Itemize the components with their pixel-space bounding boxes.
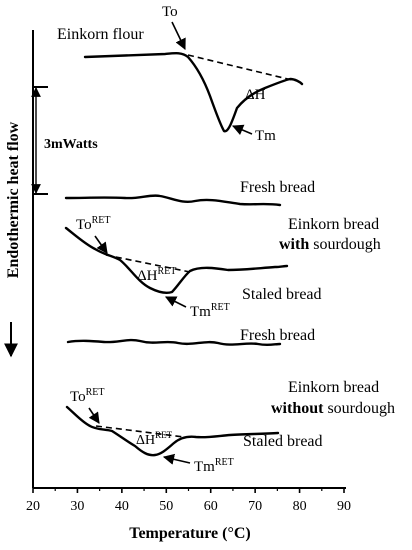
label-tm-ret-1: TmRET — [190, 302, 230, 320]
label-with-sourdough: Einkorn bread with sourdough — [279, 216, 383, 253]
label-without-sourdough: Einkorn bread without sourdough — [271, 379, 395, 417]
y-axis-title: Endothermic heat flow — [5, 121, 22, 278]
flour-baseline-dashed — [187, 54, 293, 81]
label-to-ret-1: ToRET — [76, 215, 111, 233]
label-delta-h-ret-1: ΔHRET — [137, 266, 176, 284]
x-tick-label: 60 — [204, 499, 218, 514]
label-without-line2: without sourdough — [271, 400, 395, 417]
label-with-line2: with sourdough — [279, 236, 381, 253]
label-to: To — [162, 4, 178, 20]
x-tick-label: 90 — [337, 499, 351, 514]
label-delta-h-ret-2: ΔHRET — [136, 430, 173, 448]
arrow-tm — [231, 124, 253, 136]
x-axis-ticks: 20 30 40 50 60 70 80 90 — [26, 488, 351, 514]
label-to-ret-2: ToRET — [70, 387, 105, 405]
label-staled-bread-1: Staled bread — [242, 286, 322, 303]
label-tm: Tm — [255, 128, 276, 144]
curve-without-sourdough-fresh — [66, 338, 282, 347]
x-tick-label: 70 — [248, 499, 262, 514]
with-staled-baseline-dashed — [105, 254, 191, 273]
curve-with-sourdough-staled — [64, 226, 289, 294]
x-axis-title: Temperature (°C) — [129, 525, 250, 542]
arrow-to — [171, 21, 186, 51]
without-staled-baseline-dashed — [95, 425, 185, 438]
x-tick-label: 50 — [159, 499, 173, 514]
label-without-line1: Einkorn bread — [288, 379, 379, 396]
arrow-to-ret-2 — [88, 407, 100, 424]
x-tick-label: 40 — [115, 499, 129, 514]
label-with-line1: Einkorn bread — [288, 216, 379, 233]
label-einkorn-flour: Einkorn flour — [57, 26, 144, 43]
label-staled-bread-2: Staled bread — [243, 433, 323, 450]
label-delta-h: ΔH — [245, 87, 266, 103]
arrow-tm-ret-1 — [164, 296, 187, 308]
label-tm-ret-2: TmRET — [194, 457, 234, 475]
curve-with-sourdough-fresh — [64, 194, 282, 207]
x-tick-label: 80 — [293, 499, 307, 514]
label-fresh-bread-2: Fresh bread — [240, 327, 315, 344]
x-tick-label: 20 — [26, 499, 40, 514]
arrow-to-ret-1 — [94, 235, 108, 254]
arrow-tm-ret-2 — [162, 453, 191, 465]
curve-without-sourdough-staled — [65, 405, 280, 457]
x-tick-label: 30 — [70, 499, 84, 514]
label-fresh-bread-1: Fresh bread — [240, 179, 315, 196]
curve-einkorn-flour — [83, 51, 304, 133]
scale-bar-label: 3mWatts — [44, 137, 98, 152]
